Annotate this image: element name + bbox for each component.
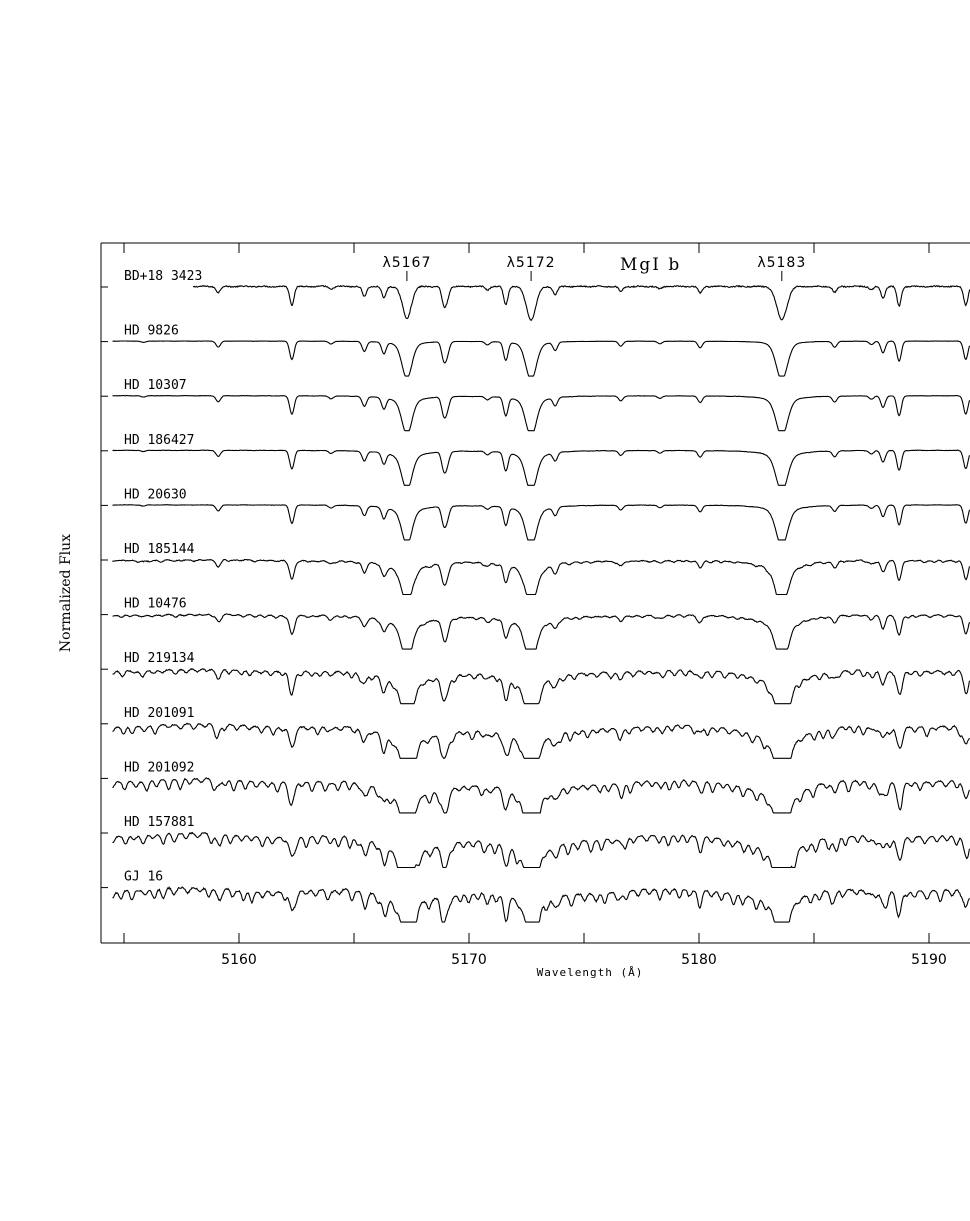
spectrum-line — [112, 558, 970, 596]
spectrum-label: HD 157881 — [124, 815, 194, 830]
spectrum-line — [112, 831, 970, 869]
line-annotation-label: λ5172 — [507, 255, 556, 271]
spectrum-line — [112, 668, 970, 705]
spectrum-line — [112, 394, 970, 432]
spectrum-label: HD 20630 — [124, 487, 187, 502]
spectrum-line — [192, 284, 970, 322]
x-tick-label: 5160 — [221, 952, 257, 968]
spectrum-line — [112, 886, 970, 923]
spectrum-line — [112, 449, 970, 486]
x-axis-label: Wavelength (Å) — [537, 966, 644, 979]
spectrum-label: HD 9826 — [124, 324, 179, 339]
spectrum-line — [112, 340, 970, 377]
x-tick-label: 5170 — [451, 952, 487, 968]
spectrum-label: HD 186427 — [124, 433, 194, 448]
line-annotation-label: λ5167 — [382, 255, 431, 271]
spectra-series: BD+18 3423 HD 9826 HD 10307 HD 186427 HD 206… — [112, 269, 970, 923]
spectrum-line — [112, 777, 970, 814]
x-axis-ticks — [123, 243, 930, 943]
x-tick-label: 5180 — [681, 952, 717, 968]
y-axis-ticks — [101, 286, 108, 889]
spectrum-label: GJ 16 — [124, 870, 163, 885]
spectrum-label: HD 219134 — [124, 651, 195, 666]
spectrum-line — [112, 722, 970, 759]
spectrum-label: HD 201092 — [124, 760, 194, 775]
mg-b-label: MgI b — [620, 255, 681, 275]
spectrum-label: HD 201091 — [124, 706, 194, 721]
plot-frame — [100, 242, 970, 944]
line-annotation-label: λ5183 — [757, 255, 806, 271]
spectrum-line — [112, 613, 970, 650]
x-tick-label: 5190 — [911, 952, 947, 968]
spectrum-label: HD 185144 — [124, 542, 195, 557]
y-axis-label: Normalized Flux — [58, 534, 74, 652]
spectrum-line — [112, 504, 970, 541]
x-axis-tick-labels: 5160 5170 5180 5190 — [221, 952, 947, 968]
spectrum-label: HD 10307 — [124, 378, 187, 393]
spectrum-label: HD 10476 — [124, 597, 187, 612]
line-annotations: λ5167 λ5172 λ5183 — [382, 255, 806, 281]
spectrum-label: BD+18 3423 — [124, 269, 202, 284]
